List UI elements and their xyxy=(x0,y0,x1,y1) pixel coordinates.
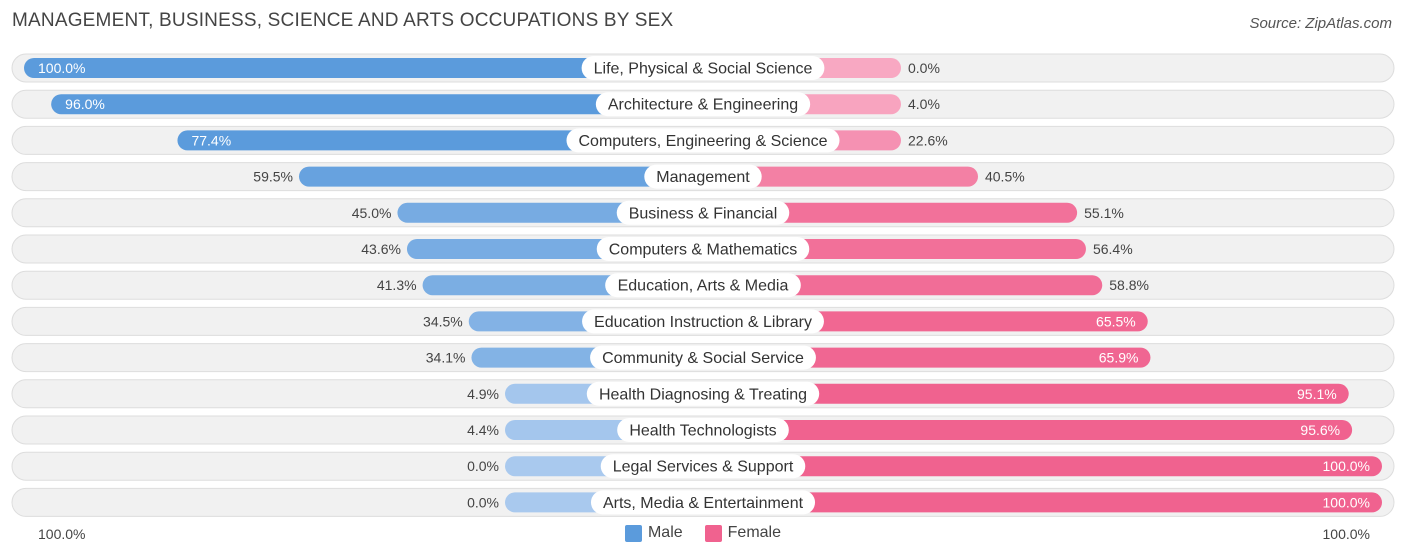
male-value-label: 59.5% xyxy=(253,169,293,185)
male-value-label: 41.3% xyxy=(377,277,417,293)
female-value-label: 100.0% xyxy=(1323,458,1370,474)
female-swatch xyxy=(704,524,722,542)
female-bar xyxy=(703,166,978,187)
female-bar xyxy=(703,383,1349,404)
female-bar xyxy=(703,275,1103,296)
male-value-label: 0.0% xyxy=(467,494,499,510)
female-bar xyxy=(703,456,1382,477)
male-bar xyxy=(24,58,703,78)
female-bar xyxy=(703,347,1151,368)
chart-row[interactable]: 34.5% 65.5% Education Instruction & Librar… xyxy=(11,306,1395,336)
male-value-label: 45.0% xyxy=(352,205,392,221)
axis-left-label: 100.0% xyxy=(38,526,86,542)
axis-right-label: 100.0% xyxy=(1322,526,1370,542)
male-bar xyxy=(51,94,704,115)
male-value-label: 34.1% xyxy=(426,350,466,366)
female-value-label: 65.5% xyxy=(1096,313,1136,329)
chart-row[interactable]: 43.6% 56.4% Computers & Mathematics xyxy=(11,234,1395,264)
female-value-label: 65.9% xyxy=(1099,350,1139,366)
category-label: Management xyxy=(656,169,750,186)
legend: Male Female xyxy=(0,524,1406,542)
category-label-pill xyxy=(582,309,824,334)
category-label-pill xyxy=(644,164,762,189)
legend-item-male[interactable]: Male xyxy=(624,524,683,542)
category-label-pill xyxy=(566,128,840,153)
category-label: Education Instruction & Library xyxy=(594,314,812,331)
male-value-label: 34.5% xyxy=(423,313,463,329)
female-value-label: 58.8% xyxy=(1109,277,1149,293)
chart-row[interactable]: 0.0% 100.0% Arts, Media & Entertainment xyxy=(11,487,1395,517)
chart-row[interactable]: 0.0% 100.0% Legal Services & Support xyxy=(11,451,1395,481)
diverging-bar-chart: 100.0% 0.0% Life, Physical & Social Scienc… xyxy=(11,53,1395,517)
female-value-label: 56.4% xyxy=(1093,241,1133,257)
chart-title: MANAGEMENT, BUSINESS, SCIENCE AND ARTS O… xyxy=(12,10,674,31)
female-value-label: 40.5% xyxy=(985,169,1025,185)
male-value-label: 4.9% xyxy=(467,386,499,402)
female-bar xyxy=(703,492,1382,513)
category-label-pill xyxy=(605,273,801,298)
category-label-pill xyxy=(590,490,816,515)
category-label-pill xyxy=(617,418,789,442)
male-value-label: 100.0% xyxy=(38,60,85,76)
category-label: Computers, Engineering & Science xyxy=(578,133,827,150)
chart-row[interactable]: 4.4% 95.6% Health Technologists xyxy=(11,415,1395,445)
category-label-pill xyxy=(600,454,806,479)
category-label: Community & Social Service xyxy=(602,350,804,367)
female-bar xyxy=(703,202,1078,223)
category-label: Life, Physical & Social Science xyxy=(594,61,813,78)
category-label-pill xyxy=(590,345,816,370)
female-value-label: 95.1% xyxy=(1297,386,1337,402)
category-label: Health Diagnosing & Treating xyxy=(599,386,807,403)
chart-row[interactable]: 4.9% 95.1% Health Diagnosing & Treating xyxy=(11,379,1395,409)
male-swatch xyxy=(624,524,642,542)
category-label: Health Technologists xyxy=(629,423,776,440)
male-value-label: 77.4% xyxy=(191,132,231,148)
chart-row[interactable]: 34.1% 65.9% Community & Social Service xyxy=(11,343,1395,373)
female-value-label: 0.0% xyxy=(908,60,940,76)
category-label: Architecture & Engineering xyxy=(608,97,798,114)
male-value-label: 4.4% xyxy=(467,422,499,438)
chart-row[interactable]: 77.4% 22.6% Computers, Engineering & Scien… xyxy=(11,125,1395,155)
category-label-pill xyxy=(581,56,825,80)
chart-row[interactable]: 96.0% 4.0% Architecture & Engineering xyxy=(11,89,1395,119)
female-value-label: 55.1% xyxy=(1084,205,1124,221)
legend-female-label: Female xyxy=(727,524,782,541)
female-value-label: 22.6% xyxy=(908,132,948,148)
chart-row[interactable]: 100.0% 0.0% Life, Physical & Social Scienc… xyxy=(11,53,1395,83)
female-value-label: 100.0% xyxy=(1323,494,1370,510)
chart-row[interactable]: 59.5% 40.5% Management xyxy=(11,162,1395,192)
chart-row[interactable]: 41.3% 58.8% Education, Arts & Media xyxy=(11,270,1395,300)
category-label: Business & Financial xyxy=(629,205,778,222)
legend-item-female[interactable]: Female xyxy=(704,524,782,542)
category-label-pill xyxy=(616,200,790,225)
category-label-pill xyxy=(595,92,811,117)
category-label: Legal Services & Support xyxy=(613,459,794,476)
male-bar xyxy=(298,166,703,187)
female-value-label: 95.6% xyxy=(1300,422,1340,438)
category-label-pill xyxy=(586,381,820,406)
source-label[interactable]: Source: ZipAtlas.com xyxy=(1249,15,1392,32)
male-value-label: 0.0% xyxy=(467,458,499,474)
chart-row[interactable]: 45.0% 55.1% Business & Financial xyxy=(11,198,1395,228)
category-label-pill xyxy=(596,237,810,261)
category-label: Arts, Media & Entertainment xyxy=(603,495,804,512)
male-value-label: 43.6% xyxy=(361,241,401,257)
category-label: Computers & Mathematics xyxy=(609,242,798,259)
male-value-label: 96.0% xyxy=(65,96,105,112)
category-label: Education, Arts & Media xyxy=(618,278,789,295)
legend-male-label: Male xyxy=(647,524,683,541)
female-bar xyxy=(703,420,1353,440)
female-value-label: 4.0% xyxy=(908,96,940,112)
